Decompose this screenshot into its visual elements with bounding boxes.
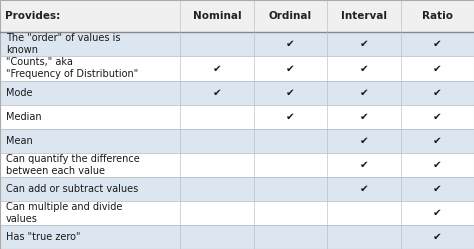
Text: ✔: ✔ (433, 88, 442, 98)
Text: Ordinal: Ordinal (269, 11, 312, 21)
Bar (0, 153, 474, 177)
Text: Nominal: Nominal (192, 11, 241, 21)
Bar (0, 80, 474, 105)
Text: ✔: ✔ (433, 208, 442, 218)
Bar (0, 105, 474, 129)
Text: ✔: ✔ (286, 112, 295, 122)
Text: ✔: ✔ (286, 88, 295, 98)
Text: Mean: Mean (6, 136, 32, 146)
Text: Provides:: Provides: (5, 11, 60, 21)
Text: "Counts," aka
"Frequency of Distribution": "Counts," aka "Frequency of Distribution… (6, 58, 138, 79)
Text: ✔: ✔ (433, 136, 442, 146)
Text: ✔: ✔ (359, 39, 368, 49)
Text: ✔: ✔ (433, 184, 442, 194)
Text: ✔: ✔ (433, 160, 442, 170)
Text: ✔: ✔ (286, 39, 295, 49)
Text: ✔: ✔ (212, 63, 221, 73)
Bar (0, 57, 474, 80)
Text: ✔: ✔ (286, 63, 295, 73)
Bar (0, 32, 474, 57)
Text: Can quantify the difference
between each value: Can quantify the difference between each… (6, 154, 139, 176)
Text: Mode: Mode (6, 88, 32, 98)
Text: ✔: ✔ (359, 184, 368, 194)
Text: ✔: ✔ (359, 136, 368, 146)
Text: ✔: ✔ (359, 63, 368, 73)
Text: ✔: ✔ (212, 88, 221, 98)
Text: ✔: ✔ (359, 112, 368, 122)
Text: Ratio: Ratio (422, 11, 453, 21)
Bar (0, 177, 474, 201)
Text: Interval: Interval (341, 11, 387, 21)
Text: Can add or subtract values: Can add or subtract values (6, 184, 138, 194)
Text: Median: Median (6, 112, 41, 122)
Text: ✔: ✔ (433, 232, 442, 242)
Bar (0, 129, 474, 153)
Text: The "order" of values is
known: The "order" of values is known (6, 33, 120, 56)
Text: ✔: ✔ (433, 112, 442, 122)
Text: ✔: ✔ (433, 63, 442, 73)
Bar (0, 201, 474, 225)
Text: ✔: ✔ (359, 88, 368, 98)
Bar (0, 225, 474, 249)
Text: ✔: ✔ (359, 160, 368, 170)
Text: Has "true zero": Has "true zero" (6, 232, 80, 242)
Text: Can multiple and divide
values: Can multiple and divide values (6, 202, 122, 224)
Text: ✔: ✔ (433, 39, 442, 49)
Bar (0, 0, 474, 32)
